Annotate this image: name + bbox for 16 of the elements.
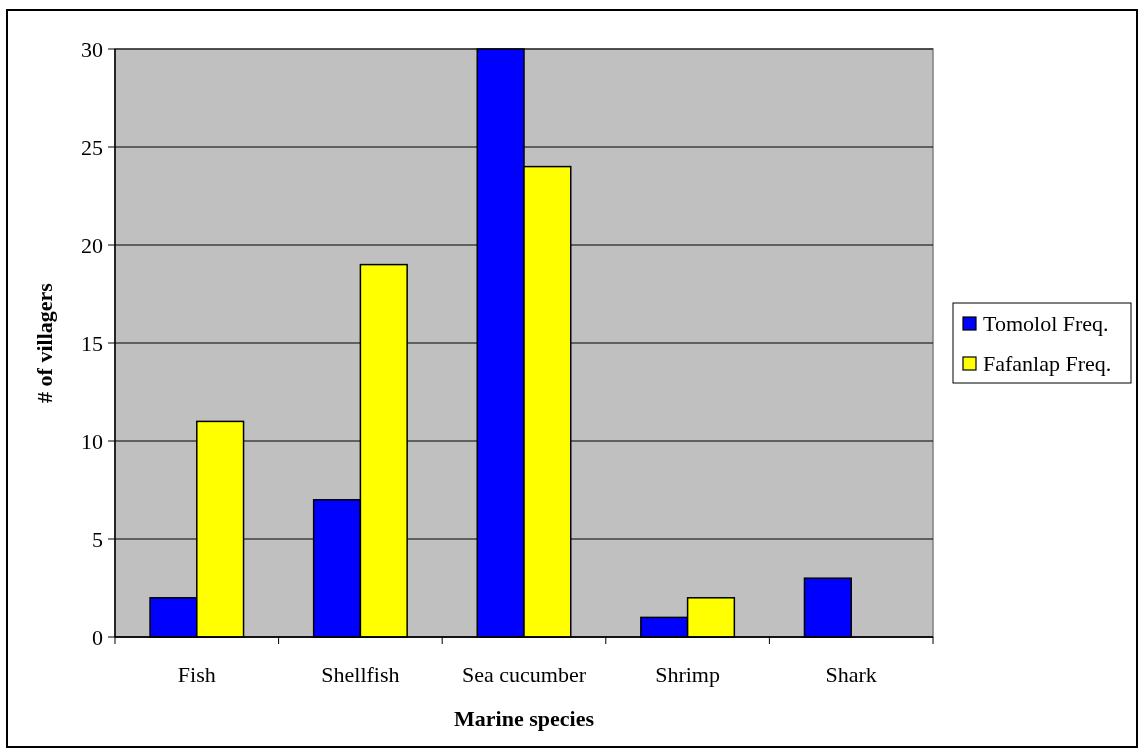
x-tick-label: Shrimp: [655, 662, 720, 687]
y-axis-title: # of villagers: [32, 282, 57, 403]
y-tick-label: 5: [92, 526, 103, 552]
y-tick-label: 15: [81, 330, 103, 356]
y-tick-label: 10: [81, 428, 103, 454]
y-tick-label: 30: [81, 36, 103, 62]
legend-label: Fafanlap Freq.: [983, 350, 1112, 376]
y-tick-label: 0: [92, 624, 103, 650]
x-tick-label: Shark: [825, 662, 877, 687]
y-tick-label: 25: [81, 134, 103, 160]
y-tick-label: 20: [81, 232, 103, 258]
x-tick-label: Fish: [177, 662, 216, 687]
x-axis-title: Marine species: [454, 706, 595, 731]
x-tick-label: Shellfish: [321, 662, 400, 687]
x-tick-label: Sea cucumber: [462, 662, 587, 687]
legend-label: Tomolol Freq.: [983, 310, 1109, 336]
